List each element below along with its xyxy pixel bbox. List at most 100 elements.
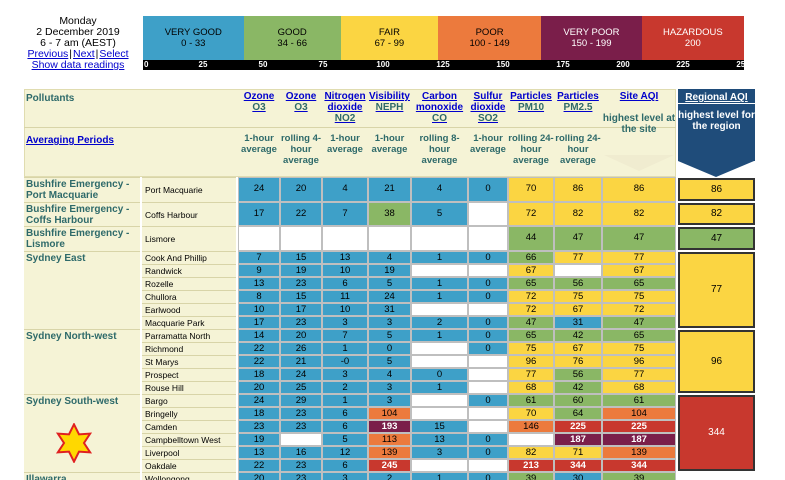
- pollutant-value: 19: [280, 263, 322, 277]
- site-name[interactable]: Bargo: [142, 393, 236, 407]
- previous-link[interactable]: Previous: [27, 48, 69, 60]
- pollutant-value: 47: [508, 315, 554, 329]
- show-data-readings-link[interactable]: Show data readings: [31, 59, 125, 71]
- pollutant-value: 0: [468, 276, 508, 290]
- site-name[interactable]: Camden: [142, 419, 236, 433]
- aqi-band-label: FAIR: [378, 27, 400, 38]
- pollutant-value: 0: [468, 432, 508, 446]
- regional-aqi-value: 47: [678, 227, 755, 250]
- pollutant-value: 0: [468, 393, 508, 407]
- pollutant-value: 13: [238, 276, 280, 290]
- site-name[interactable]: Oakdale: [142, 458, 236, 472]
- site-name[interactable]: Macquarie Park: [142, 315, 236, 329]
- pollutant-header[interactable]: Visibility NEPH: [368, 89, 411, 125]
- pollutant-value: 86: [554, 177, 602, 202]
- pollutant-name: Sulfur dioxide: [470, 91, 506, 113]
- pollutant-value: 24: [280, 367, 322, 381]
- pollutant-value: [322, 226, 368, 251]
- pollutant-header[interactable]: Ozone O3: [238, 89, 280, 125]
- averaging-period: 1-hour average: [241, 133, 277, 155]
- pollutant-header[interactable]: Nitrogen dioxide NO2: [322, 89, 368, 125]
- site-aqi-value: 65: [602, 328, 676, 342]
- site-aqi-value: 67: [602, 263, 676, 277]
- pollutant-value: 23: [238, 419, 280, 433]
- site-name[interactable]: St Marys: [142, 354, 236, 368]
- site-name[interactable]: Wollongong: [142, 471, 236, 480]
- pollutant-value: -0: [322, 354, 368, 368]
- pollutant-value: 72: [508, 302, 554, 316]
- pollutant-code: SO2: [477, 113, 498, 124]
- next-link[interactable]: Next: [73, 48, 95, 60]
- aqi-band-label: GOOD: [277, 27, 307, 38]
- pollutant-value: [468, 226, 508, 251]
- pollutant-value: 67: [554, 341, 602, 355]
- table-header: [24, 89, 676, 177]
- site-name[interactable]: Cook And Phillip: [142, 250, 236, 264]
- site-name[interactable]: Campbelltown West: [142, 432, 236, 446]
- pollutant-header[interactable]: Particles PM10: [508, 89, 554, 125]
- site-name[interactable]: Richmond: [142, 341, 236, 355]
- site-name[interactable]: Rozelle: [142, 276, 236, 290]
- pollutant-value: 19: [238, 432, 280, 446]
- aqi-axis-tick: 200: [616, 60, 630, 69]
- pollutant-value: 2: [411, 315, 468, 329]
- pollutant-value: 7: [322, 328, 368, 342]
- site-name[interactable]: Bringelly: [142, 406, 236, 420]
- pollutant-value: 61: [508, 393, 554, 407]
- aqi-band-range: 100 - 149: [469, 38, 510, 49]
- site-name[interactable]: Rouse Hill: [142, 380, 236, 394]
- pollutant-code: O3: [294, 102, 308, 113]
- pollutant-value: [411, 263, 468, 277]
- pollutant-value: 0: [468, 315, 508, 329]
- day-label: Monday: [59, 15, 97, 27]
- pollutant-header[interactable]: Ozone O3: [280, 89, 322, 125]
- pollutant-value: 26: [280, 341, 322, 355]
- site-name[interactable]: Lismore: [142, 226, 236, 251]
- pollutant-value: [411, 226, 468, 251]
- pollutant-value: [468, 263, 508, 277]
- pollutant-value: 10: [322, 302, 368, 316]
- aqi-axis-tick: 150: [496, 60, 510, 69]
- averaging-periods-link[interactable]: Averaging Periods: [26, 135, 114, 146]
- site-name[interactable]: Parramatta North: [142, 328, 236, 342]
- pollutant-value: [411, 406, 468, 420]
- pollutant-value: [468, 380, 508, 394]
- pollutant-value: 0: [468, 445, 508, 459]
- pollutant-value: 0: [468, 328, 508, 342]
- pollutant-value: 23: [280, 419, 322, 433]
- pollutant-header[interactable]: Particles PM2.5: [554, 89, 602, 125]
- site-name[interactable]: Port Macquarie: [142, 177, 236, 202]
- pollutant-value: 72: [508, 289, 554, 303]
- pollutant-value: 6: [322, 458, 368, 472]
- nav-row: Previous|Next|Select: [14, 49, 142, 60]
- site-name[interactable]: Prospect: [142, 367, 236, 381]
- pollutant-value: 5: [368, 276, 411, 290]
- aqi-axis: 0 25 50 75 100 125 150 175 200 225 250: [143, 60, 750, 70]
- site-name[interactable]: Coffs Harbour: [142, 201, 236, 226]
- site-name[interactable]: Liverpool: [142, 445, 236, 459]
- pollutant-value: 139: [368, 445, 411, 459]
- site-name[interactable]: Chullora: [142, 289, 236, 303]
- aqi-band-range: 0 - 33: [181, 38, 206, 49]
- aqi-band-label: VERY GOOD: [164, 27, 222, 38]
- pollutant-value: 77: [554, 250, 602, 264]
- pollutant-value: 65: [508, 276, 554, 290]
- pollutant-value: 1: [322, 341, 368, 355]
- regional-aqi-link[interactable]: Regional AQI: [678, 89, 755, 104]
- site-name[interactable]: Earlwood: [142, 302, 236, 316]
- site-name[interactable]: Randwick: [142, 263, 236, 277]
- pollutant-value: [468, 201, 508, 226]
- select-link[interactable]: Select: [99, 48, 129, 60]
- site-aqi-header[interactable]: Site AQI: [619, 91, 659, 102]
- pollutant-value: 18: [238, 406, 280, 420]
- pollutant-value: 72: [508, 201, 554, 226]
- pollutant-header[interactable]: Sulfur dioxide SO2: [468, 89, 508, 125]
- pollutant-value: 24: [238, 393, 280, 407]
- pollutant-value: 18: [238, 367, 280, 381]
- pollutant-name: Ozone: [285, 91, 317, 102]
- pollutant-value: 65: [508, 328, 554, 342]
- pollutant-value: 38: [368, 201, 411, 226]
- pollutant-header[interactable]: Carbon monoxide CO: [411, 89, 468, 125]
- site-aqi-value: 75: [602, 289, 676, 303]
- pollutant-value: 75: [508, 341, 554, 355]
